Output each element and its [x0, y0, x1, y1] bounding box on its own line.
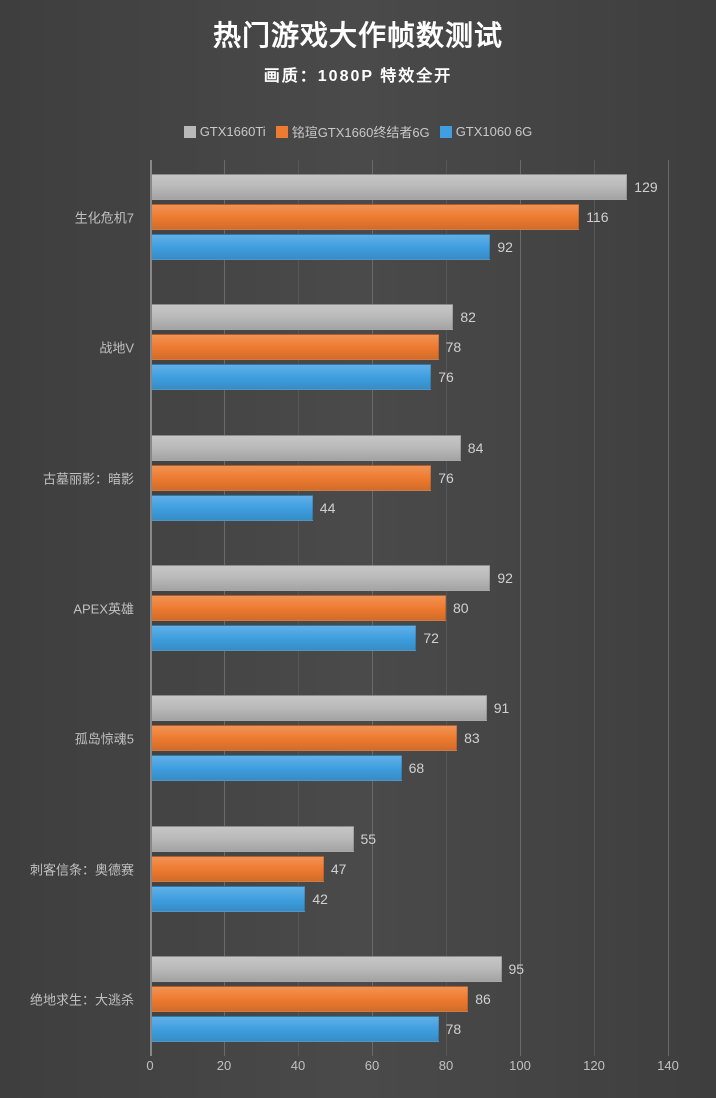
bars-wrap: 92 80 72	[150, 565, 668, 651]
bar-value-label: 95	[501, 961, 525, 977]
bar: 78	[150, 1016, 439, 1042]
category-label: 生化危机7	[0, 208, 140, 227]
bar-group: 绝地求生：大逃杀 95 86 78	[0, 956, 716, 1042]
bar: 95	[150, 956, 502, 982]
category-label: APEX英雄	[0, 599, 140, 618]
bar-value-label: 78	[438, 339, 462, 355]
bar: 55	[150, 826, 354, 852]
legend-label: GTX1060 6G	[456, 124, 533, 139]
category-label: 绝地求生：大逃杀	[0, 990, 140, 1009]
chart-plot-area: 生化危机7 129 116 92 战地V 82 78 76 古墓丽影：暗影 84 76 44 APEX英…	[0, 160, 716, 1056]
legend-swatch	[440, 126, 452, 138]
category-label: 战地V	[0, 338, 140, 357]
bar: 68	[150, 755, 402, 781]
x-tick-label: 0	[146, 1058, 153, 1073]
bar: 116	[150, 204, 579, 230]
bar: 76	[150, 364, 431, 390]
category-label: 刺客信条：奥德赛	[0, 859, 140, 878]
bar-value-label: 42	[304, 891, 328, 907]
x-tick-label: 140	[657, 1058, 679, 1073]
legend-swatch	[184, 126, 196, 138]
bars-wrap: 129 116 92	[150, 174, 668, 260]
bar: 42	[150, 886, 305, 912]
bar-group: 刺客信条：奥德赛 55 47 42	[0, 826, 716, 912]
bar: 80	[150, 595, 446, 621]
x-tick-label: 100	[509, 1058, 531, 1073]
bar-group: 孤岛惊魂5 91 83 68	[0, 695, 716, 781]
bar-value-label: 76	[430, 369, 454, 385]
bar-value-label: 92	[489, 570, 513, 586]
bar: 129	[150, 174, 627, 200]
bar-value-label: 44	[312, 500, 336, 516]
chart-subtitle: 画质：1080P 特效全开	[0, 54, 716, 86]
bar-value-label: 55	[353, 831, 377, 847]
bar-value-label: 116	[578, 209, 608, 225]
bar-group: 古墓丽影：暗影 84 76 44	[0, 435, 716, 521]
bar: 92	[150, 234, 490, 260]
bar: 76	[150, 465, 431, 491]
bars-wrap: 91 83 68	[150, 695, 668, 781]
legend-swatch	[276, 126, 288, 138]
bar-value-label: 82	[452, 309, 476, 325]
bar: 82	[150, 304, 453, 330]
bar-value-label: 68	[401, 760, 425, 776]
bars-wrap: 55 47 42	[150, 826, 668, 912]
bar-value-label: 91	[486, 700, 510, 716]
bar-value-label: 72	[415, 630, 439, 646]
chart-legend: GTX1660Ti 铭瑄GTX1660终结者6G GTX1060 6G	[0, 122, 716, 141]
category-label: 古墓丽影：暗影	[0, 468, 140, 487]
bar-value-label: 84	[460, 440, 484, 456]
bar: 91	[150, 695, 487, 721]
bar: 78	[150, 334, 439, 360]
x-axis: 020406080100120140	[150, 1058, 668, 1078]
bar-group: 战地V 82 78 76	[0, 304, 716, 390]
bars-wrap: 82 78 76	[150, 304, 668, 390]
x-tick-label: 80	[439, 1058, 453, 1073]
bar: 44	[150, 495, 313, 521]
category-label: 孤岛惊魂5	[0, 729, 140, 748]
x-tick-label: 40	[291, 1058, 305, 1073]
chart-title: 热门游戏大作帧数测试	[0, 0, 716, 54]
legend-item: GTX1060 6G	[440, 122, 533, 141]
bars-wrap: 95 86 78	[150, 956, 668, 1042]
legend-item: GTX1660Ti	[184, 122, 266, 141]
x-tick-label: 120	[583, 1058, 605, 1073]
bar-group: APEX英雄 92 80 72	[0, 565, 716, 651]
bar-group: 生化危机7 129 116 92	[0, 174, 716, 260]
bar: 86	[150, 986, 468, 1012]
legend-item: 铭瑄GTX1660终结者6G	[276, 122, 430, 141]
bar-value-label: 47	[323, 861, 347, 877]
x-tick-label: 60	[365, 1058, 379, 1073]
bar-value-label: 129	[626, 179, 657, 195]
bar: 83	[150, 725, 457, 751]
bar: 47	[150, 856, 324, 882]
legend-label: 铭瑄GTX1660终结者6G	[292, 122, 430, 141]
bar-value-label: 78	[438, 1021, 462, 1037]
bar: 72	[150, 625, 416, 651]
x-tick-label: 20	[217, 1058, 231, 1073]
bar-value-label: 76	[430, 470, 454, 486]
bar: 92	[150, 565, 490, 591]
bar-value-label: 86	[467, 991, 491, 1007]
bar-value-label: 83	[456, 730, 480, 746]
bar-value-label: 92	[489, 239, 513, 255]
legend-label: GTX1660Ti	[200, 124, 266, 139]
y-axis-line	[150, 160, 152, 1056]
bar-value-label: 80	[445, 600, 469, 616]
bar: 84	[150, 435, 461, 461]
bars-wrap: 84 76 44	[150, 435, 668, 521]
